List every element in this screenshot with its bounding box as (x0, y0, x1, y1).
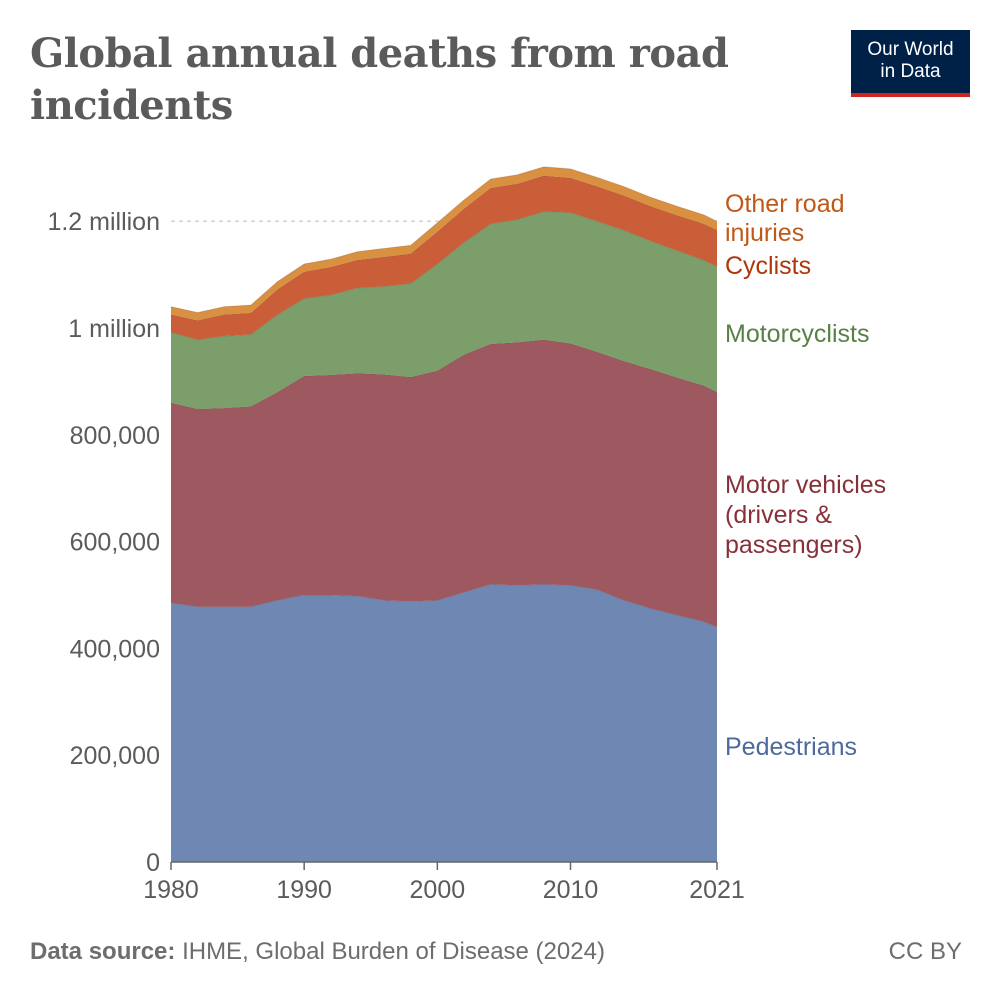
motor-vehicles-area[interactable] (171, 339, 717, 628)
label-motorcyclists: Motorcyclists (725, 320, 869, 348)
area-series (170, 166, 718, 862)
x-tick-label: 2000 (410, 876, 466, 904)
y-tick-label: 0 (146, 849, 160, 877)
pedestrians-area[interactable] (171, 584, 717, 862)
y-tick-label: 1.2 million (47, 208, 160, 236)
label-motor-vehicles-2: (drivers & (725, 501, 832, 529)
cyclists-area[interactable] (171, 175, 717, 340)
logo-line-2: in Data (880, 61, 941, 82)
y-tick-label: 200,000 (70, 742, 160, 770)
data-source: Data source: IHME, Global Burden of Dise… (30, 938, 605, 966)
data-source-label: Data source: (30, 938, 176, 965)
axes: 1980 1990 2000 2010 2021 (143, 861, 745, 904)
x-tick-label: 1990 (276, 876, 332, 904)
logo-line-1: Our World (867, 39, 954, 60)
data-source-text: IHME, Global Burden of Disease (2024) (182, 938, 605, 965)
x-tick-label: 2021 (689, 876, 745, 904)
label-pedestrians: Pedestrians (725, 733, 857, 761)
label-other-road-injuries-2: injuries (725, 219, 804, 247)
y-tick-label: 600,000 (70, 529, 160, 557)
motorcyclists-area[interactable] (171, 211, 717, 410)
license-link[interactable]: CC BY (888, 938, 962, 965)
y-tick-label: 800,000 (70, 422, 160, 450)
other-road-injuries-area-edge (170, 166, 718, 314)
y-tick-label: 400,000 (70, 635, 160, 663)
label-cyclists: Cyclists (725, 252, 811, 280)
y-tick-label: 1 million (68, 315, 160, 343)
chart-title: Global annual deaths from road incidents (30, 30, 729, 129)
label-motor-vehicles-3: passengers) (725, 531, 863, 559)
label-other-road-injuries-1: Other road (725, 190, 845, 218)
x-tick-label: 1980 (143, 876, 199, 904)
label-motor-vehicles-1: Motor vehicles (725, 471, 886, 499)
x-tick-label: 2010 (543, 876, 599, 904)
owid-logo[interactable]: Our World in Data (851, 30, 970, 97)
